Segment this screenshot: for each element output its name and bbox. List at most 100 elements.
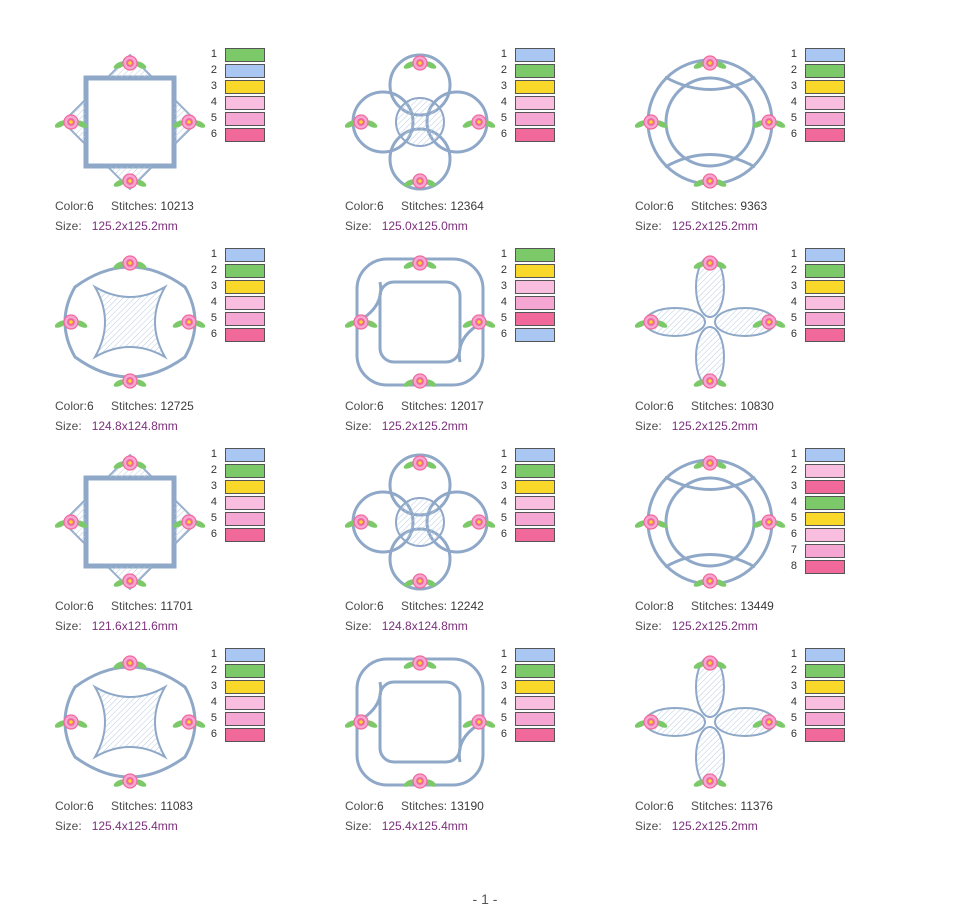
thread-number: 1 [500, 248, 507, 260]
thread-color-swatch [515, 280, 555, 294]
thread-color-swatch [225, 496, 265, 510]
stitch-count: 11701 [160, 599, 193, 613]
thread-color-swatch [805, 560, 845, 574]
embroidery-design-preview [55, 453, 205, 591]
thread-number: 5 [790, 712, 797, 724]
stitch-count: 11376 [740, 799, 773, 813]
thread-number: 5 [210, 512, 217, 524]
color-count: 6 [87, 399, 94, 413]
stitch-count: 12242 [450, 599, 484, 613]
design-color-stitches: Color:8 Stitches: 13449 [635, 599, 774, 613]
thread-color-swatch [805, 696, 845, 710]
thread-color-swatch [515, 312, 555, 326]
thread-number: 4 [790, 696, 797, 708]
size-label: Size: [635, 419, 662, 433]
thread-number: 2 [500, 64, 507, 76]
design-size: Size: 121.6x121.6mm [55, 619, 178, 633]
thread-number: 2 [210, 464, 217, 476]
thread-number: 3 [500, 680, 507, 692]
thread-number: 2 [790, 64, 797, 76]
size-value: 125.4x125.4mm [381, 819, 468, 833]
size-value: 121.6x121.6mm [91, 619, 178, 633]
stitch-count: 11083 [160, 799, 193, 813]
thread-color-swatch [515, 680, 555, 694]
thread-color-swatch [805, 96, 845, 110]
thread-number: 3 [790, 80, 797, 92]
thread-color-swatch [805, 728, 845, 742]
color-count: 8 [667, 599, 674, 613]
thread-color-swatch [225, 512, 265, 526]
color-label: Color: [55, 199, 88, 213]
thread-color-swatch [515, 248, 555, 262]
thread-color-swatch [515, 64, 555, 78]
design-thumbnail [55, 247, 205, 397]
thread-color-swatch [225, 296, 265, 310]
design-color-stitches: Color:6 Stitches: 12364 [345, 199, 484, 213]
thread-number: 1 [500, 648, 507, 660]
thread-number: 1 [210, 248, 217, 260]
thread-color-swatch [515, 96, 555, 110]
design-thumbnail [345, 647, 495, 797]
stitches-label: Stitches: [401, 199, 448, 213]
color-label: Color: [55, 399, 88, 413]
thread-number: 4 [790, 96, 797, 108]
size-value: 125.4x125.4mm [91, 819, 178, 833]
design-card: 1 2 3 4 5 6 7 8 Color:8 Stitches: 13449 [635, 447, 925, 647]
thread-color-swatch [515, 464, 555, 478]
design-color-stitches: Color:6 Stitches: 11083 [55, 799, 193, 813]
color-label: Color: [345, 199, 378, 213]
embroidery-design-preview [345, 453, 495, 591]
thread-color-swatch [225, 80, 265, 94]
thread-number: 4 [210, 696, 217, 708]
thread-number: 6 [790, 328, 797, 340]
size-label: Size: [345, 619, 372, 633]
color-count: 6 [377, 799, 384, 813]
thread-color-swatch [515, 528, 555, 542]
design-thumbnail [345, 447, 495, 597]
page-number: - 1 - [472, 891, 498, 907]
size-value: 125.2x125.2mm [671, 219, 758, 233]
embroidery-design-preview [635, 255, 785, 389]
thread-number: 2 [500, 664, 507, 676]
thread-number: 5 [210, 312, 217, 324]
size-value: 125.2x125.2mm [671, 619, 758, 633]
thread-color-swatch [805, 312, 845, 326]
thread-number: 1 [500, 48, 507, 60]
color-count: 6 [87, 599, 94, 613]
thread-number: 4 [210, 496, 217, 508]
thread-color-swatch [515, 728, 555, 742]
thread-color-swatch [515, 496, 555, 510]
design-color-stitches: Color:6 Stitches: 10213 [55, 199, 194, 213]
thread-color-swatch [805, 328, 845, 342]
thread-number: 8 [790, 560, 797, 572]
thread-number: 5 [500, 112, 507, 124]
thread-color-swatch [805, 80, 845, 94]
thread-number: 1 [210, 48, 217, 60]
thread-color-swatch [225, 96, 265, 110]
thread-number: 3 [500, 80, 507, 92]
design-card: 1 2 3 4 5 6 Color:6 Stitches: 11376 Size… [635, 647, 925, 847]
thread-color-swatch [805, 480, 845, 494]
stitch-count: 12364 [450, 199, 484, 213]
stitches-label: Stitches: [401, 599, 448, 613]
thread-number: 5 [790, 312, 797, 324]
design-size: Size: 124.8x124.8mm [345, 619, 468, 633]
size-value: 124.8x124.8mm [91, 419, 178, 433]
design-card: 1 2 3 4 5 6 Color:6 Stitches: 11701 Size… [55, 447, 345, 647]
thread-number: 6 [500, 528, 507, 540]
thread-number: 6 [790, 728, 797, 740]
thread-color-swatch [515, 296, 555, 310]
thread-number: 6 [790, 528, 797, 540]
stitch-count: 12725 [160, 399, 194, 413]
thread-number: 6 [790, 128, 797, 140]
design-size: Size: 125.2x125.2mm [345, 419, 468, 433]
thread-color-swatch [225, 528, 265, 542]
thread-color-swatch [225, 728, 265, 742]
thread-color-swatch [225, 464, 265, 478]
thread-number: 6 [500, 128, 507, 140]
stitches-label: Stitches: [401, 799, 448, 813]
stitch-count: 10213 [160, 199, 194, 213]
thread-color-swatch [225, 712, 265, 726]
color-label: Color: [635, 399, 668, 413]
design-color-stitches: Color:6 Stitches: 11376 [635, 799, 773, 813]
